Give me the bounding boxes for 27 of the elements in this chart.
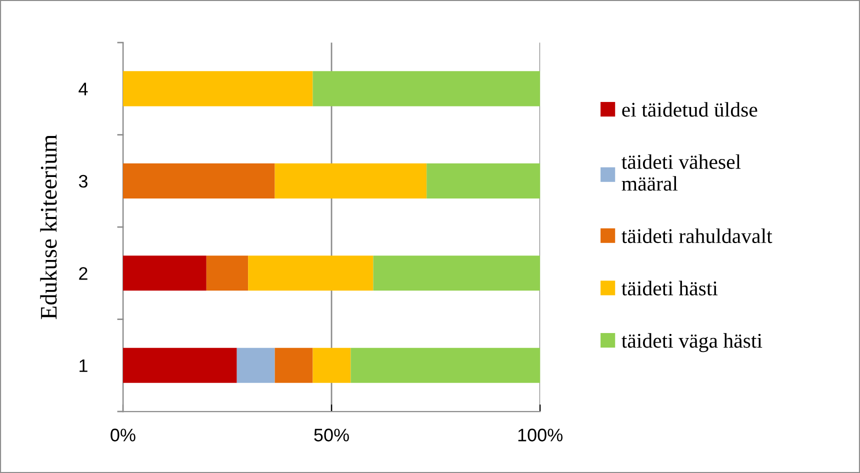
y-tick-label: 1 <box>80 360 88 372</box>
bar <box>122 71 313 106</box>
bar <box>122 348 237 383</box>
y-axis-title: Edukuse kriteerium <box>40 134 57 320</box>
bar <box>274 163 427 198</box>
legend-label: ei täidetud üldse <box>622 102 758 117</box>
legend-label: täideti vähesel määral <box>622 154 741 191</box>
legend-label: täideti hästi <box>622 280 718 296</box>
x-tick-label: 0% <box>110 428 136 442</box>
bar <box>206 256 248 291</box>
x-tick-label: 50% <box>314 428 349 442</box>
y-tick-label: 4 <box>78 82 88 96</box>
legend-label: täideti väga hästi <box>622 333 762 352</box>
y-tick-label: 3 <box>78 174 88 188</box>
y-tick-label: 2 <box>79 267 88 280</box>
bar <box>236 348 275 383</box>
legend-label: täideti rahuldavalt <box>622 228 772 244</box>
bar <box>373 256 540 291</box>
bar <box>122 256 206 291</box>
bar <box>312 71 540 106</box>
bar <box>312 348 351 383</box>
bar <box>122 163 275 198</box>
bar <box>274 348 313 383</box>
bar <box>426 163 540 198</box>
x-tick-label: 100% <box>518 428 563 442</box>
bar <box>248 256 374 291</box>
bar <box>350 348 540 383</box>
